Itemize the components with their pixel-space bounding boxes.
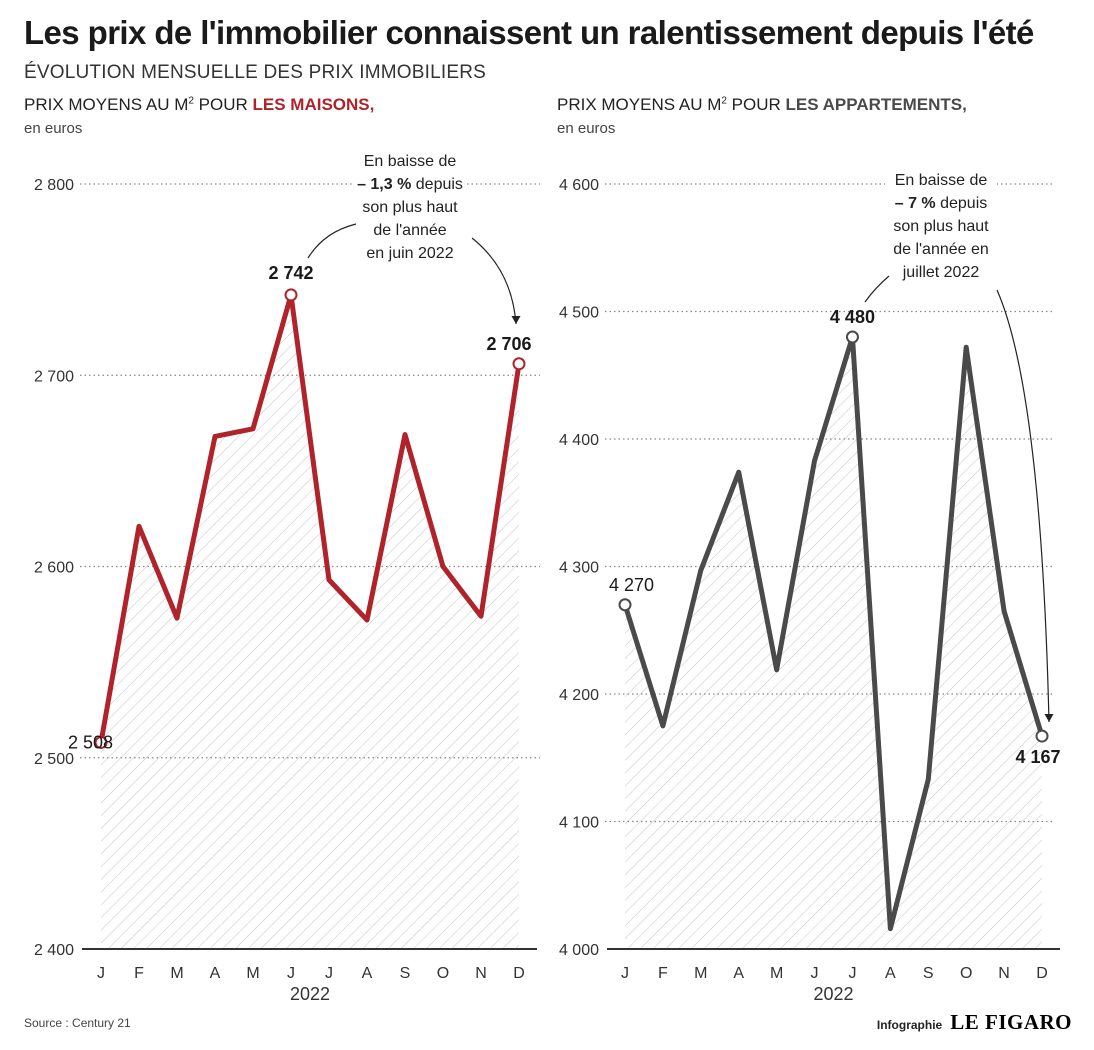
appartements-point-label: 4 480 <box>830 307 875 327</box>
maisons-x-tick-label: J <box>325 965 333 982</box>
maisons-x-tick-label: D <box>513 965 525 982</box>
maisons-x-tick-label: J <box>97 965 105 982</box>
maisons-unit: en euros <box>24 120 83 137</box>
maisons-title-highlight: LES MAISONS, <box>252 95 375 114</box>
appartements-annotation-line: En baisse de <box>895 172 988 189</box>
appartements-annotation-bg <box>885 167 997 288</box>
credit-label: Infographie <box>876 1018 943 1032</box>
appartements-annotation-bold: – 7 % <box>895 195 936 212</box>
appartements-x-tick-label: N <box>998 965 1010 982</box>
appartements-unit: en euros <box>557 120 616 137</box>
appartements-x-axis-label: 2022 <box>813 984 853 1004</box>
appartements-x-tick-label: J <box>848 965 856 982</box>
maisons-line-chart: 2 400 2 500 2 600 2 700 2 800 J F M A M J J A S O N D 202… <box>34 148 540 1004</box>
maisons-y-tick-label: 2 400 <box>34 942 74 959</box>
appartements-annotation-leader <box>864 275 890 303</box>
appartements-y-tick-label: 4 000 <box>559 942 599 959</box>
maisons-title-sup: 2 <box>188 95 194 107</box>
appartements-annotation-arrow <box>996 289 1050 723</box>
appartements-y-tick-label: 4 200 <box>559 687 599 704</box>
appartements-line-chart: 4 000 4 100 4 200 4 300 4 400 4 500 4 600 J F M A M… <box>559 167 1061 1004</box>
appartements-title-sup: 2 <box>721 95 727 107</box>
maisons-annotation-line: – 1,3 % depuis <box>357 176 463 193</box>
appartements-title-mid: POUR <box>726 95 786 114</box>
maisons-panel-title: PRIX MOYENS AU M2 POUR LES MAISONS, <box>24 95 374 115</box>
maisons-y-tick-label: 2 600 <box>34 560 74 577</box>
appartements-y-tick-label: 4 600 <box>559 177 599 194</box>
appartements-annotation-line: son plus haut <box>893 218 989 235</box>
maisons-point-label: 2 706 <box>486 334 531 354</box>
maisons-annotation-line: son plus haut <box>362 199 458 216</box>
maisons-point-label: 2 742 <box>268 263 313 283</box>
le-figaro-logo: LE FIGARO <box>950 1010 1072 1034</box>
appartements-y-tick-label: 4 100 <box>559 815 599 832</box>
maisons-point-label: 2 508 <box>68 732 113 752</box>
maisons-x-tick-label: J <box>287 965 295 982</box>
maisons-annotation-line: En baisse de <box>364 153 457 170</box>
appartements-title-highlight: LES APPARTEMENTS, <box>785 95 967 114</box>
appartements-highlight-marker <box>618 598 632 612</box>
maisons-annotation-line: en juin 2022 <box>366 245 453 262</box>
appartements-x-tick-label: M <box>770 965 783 982</box>
maisons-x-tick-label: A <box>210 965 221 982</box>
maisons-annotation-bold: – 1,3 % <box>357 176 411 193</box>
maisons-annotation-arrow <box>471 237 517 325</box>
appartements-x-tick-label: A <box>733 965 744 982</box>
maisons-x-tick-label: F <box>134 965 144 982</box>
appartements-arrowhead <box>1044 714 1054 722</box>
appartements-x-tick-label: A <box>885 965 896 982</box>
appartements-annotation-line: – 7 % depuis <box>895 195 988 212</box>
maisons-x-tick-label: N <box>475 965 487 982</box>
maisons-annotation-leader <box>307 223 357 259</box>
maisons-x-tick-label: M <box>170 965 183 982</box>
appartements-annotation-line: de l'année en <box>893 241 989 258</box>
appartements-x-tick-label: F <box>658 965 668 982</box>
maisons-y-tick-label: 2 500 <box>34 751 74 768</box>
appartements-y-tick-label: 4 500 <box>559 305 599 322</box>
appartements-y-tick-label: 4 400 <box>559 432 599 449</box>
maisons-x-tick-label: S <box>400 965 411 982</box>
source-note: Source : Century 21 <box>24 1016 131 1030</box>
appartements-series-line <box>622 334 1045 932</box>
appartements-panel-title: PRIX MOYENS AU M2 POUR LES APPARTEMENTS, <box>557 95 967 115</box>
maisons-highlight-marker <box>94 735 108 749</box>
maisons-x-axis-label: 2022 <box>290 984 330 1004</box>
maisons-y-tick-label: 2 700 <box>34 368 74 385</box>
appartements-x-tick-label: D <box>1036 965 1048 982</box>
appartements-title-prefix: PRIX MOYENS AU M <box>557 95 722 114</box>
appartements-x-tick-label: M <box>694 965 707 982</box>
appartements-highlight-marker <box>845 330 859 344</box>
appartements-x-tick-label: S <box>923 965 934 982</box>
maisons-highlight-marker <box>284 288 298 302</box>
appartements-y-tick-label: 4 300 <box>559 560 599 577</box>
maisons-annotation-bg <box>354 148 466 269</box>
maisons-series-line <box>98 292 522 745</box>
maisons-arrowhead <box>511 316 521 324</box>
chart-subtitle: ÉVOLUTION MENSUELLE DES PRIX IMMOBILIERS <box>24 62 486 83</box>
maisons-x-tick-label: M <box>246 965 259 982</box>
appartements-annotation-rest: depuis <box>936 195 988 212</box>
maisons-title-mid: POUR <box>193 95 253 114</box>
maisons-area-fill <box>101 294 519 949</box>
credit: Infographie LE FIGARO <box>877 1010 1072 1035</box>
appartements-area-fill <box>625 337 1042 949</box>
maisons-x-tick-label: O <box>437 965 449 982</box>
appartements-point-label: 4 167 <box>1015 747 1060 767</box>
maisons-title-prefix: PRIX MOYENS AU M <box>24 95 189 114</box>
appartements-x-tick-label: O <box>960 965 972 982</box>
maisons-annotation-line: de l'année <box>373 222 446 239</box>
maisons-x-tick-label: A <box>362 965 373 982</box>
maisons-annotation-rest: depuis <box>411 176 463 193</box>
appartements-point-label: 4 270 <box>609 575 654 595</box>
maisons-highlight-marker <box>512 357 526 371</box>
maisons-y-tick-label: 2 800 <box>34 177 74 194</box>
appartements-annotation-line: juillet 2022 <box>902 264 980 281</box>
appartements-highlight-marker <box>1035 729 1049 743</box>
chart-title: Les prix de l'immobilier connaissent un … <box>24 14 1034 51</box>
appartements-x-tick-label: J <box>621 965 629 982</box>
appartements-x-tick-label: J <box>811 965 819 982</box>
